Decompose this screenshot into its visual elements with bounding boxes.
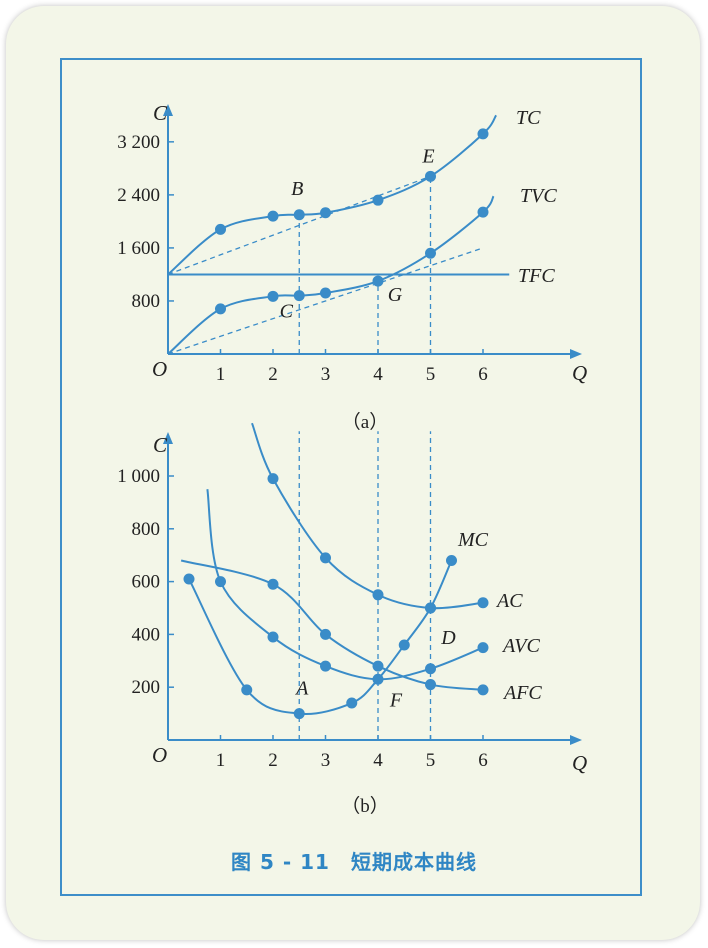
panel-b-y-tick-label: 1 000 <box>117 466 160 487</box>
panel-b-point-label-f: F <box>389 689 403 711</box>
panel-a-point-label-e: E <box>421 145 434 167</box>
panel-a-point-label-b: B <box>291 178 303 200</box>
panel-a-x-tick-label: 5 <box>426 364 436 385</box>
panel-b-ac-point <box>372 589 384 601</box>
panel-b-mc-label: MC <box>457 529 489 551</box>
panel-b-avc-point <box>425 663 436 675</box>
panel-a-tc-point <box>372 194 384 206</box>
panel-b-mc-point <box>398 639 410 651</box>
figure-card <box>6 6 700 940</box>
panel-b-x-tick-label: 3 <box>321 750 331 771</box>
panel-a-tvc-point <box>293 290 305 302</box>
panel-a-point-label-c: C <box>280 301 294 323</box>
panel-a-x-axis-label: Q <box>572 361 587 385</box>
panel-a-reference-line <box>167 247 484 355</box>
panel-a-y-tick-label: 1 600 <box>117 238 160 259</box>
panel-a-x-tick-label: 1 <box>216 364 226 385</box>
panel-a-tfc-label: TFC <box>518 265 555 287</box>
panel-a-tvc-point <box>477 206 489 218</box>
panel-b-ac-point <box>425 602 436 614</box>
panel-b-point-label-a: A <box>294 678 309 700</box>
panel-a-origin-label: O <box>152 357 167 381</box>
panel-a-tc-point <box>477 128 489 140</box>
panel-b-avc-point <box>267 631 279 643</box>
panel-b-afc-point <box>267 578 279 590</box>
panel-a-y-tick-label: 800 <box>132 291 161 312</box>
panel-b-avc-label: AVC <box>501 635 540 657</box>
panel-a-y-axis-arrow <box>163 104 173 116</box>
panel-b-afc-curve <box>180 559 484 691</box>
panel-a-tc-point <box>293 209 305 221</box>
panel-b-mc-point <box>446 554 457 566</box>
panel-a-y-tick-label: 2 400 <box>117 185 160 206</box>
panel-b-y-axis-label: C <box>153 433 168 457</box>
panel-b-x-axis-label: Q <box>572 751 587 775</box>
figure-caption: 图 5 - 11 短期成本曲线 <box>231 850 477 874</box>
panel-a-reference-line <box>167 175 431 276</box>
panel-a-tvc-point <box>215 303 226 315</box>
panel-a-tc-point <box>425 170 436 182</box>
panel-b-mc-point <box>293 708 305 720</box>
panel-b-origin-label: O <box>152 743 167 767</box>
panel-a-tvc-point <box>267 290 279 302</box>
panel-b-afc-point <box>372 660 384 672</box>
panel-b-mc-point <box>183 573 195 585</box>
panel-a-x-tick-label: 4 <box>373 364 383 385</box>
panel-b-avc-point <box>477 642 489 654</box>
panel-a-tc-point <box>320 207 331 219</box>
panel-a-label: （a） <box>342 411 388 433</box>
panel-b-avc-point <box>215 576 226 588</box>
panel-b-y-tick-label: 200 <box>132 677 161 698</box>
panel-b-x-tick-label: 6 <box>478 750 488 771</box>
panel-b-y-tick-label: 400 <box>132 624 161 645</box>
panel-b-y-tick-label: 800 <box>132 519 161 540</box>
panel-b-x-tick-label: 4 <box>373 750 383 771</box>
panel-b-ac-point <box>477 597 489 609</box>
panel-a-tc-label: TC <box>516 107 541 129</box>
panel-a-x-axis-arrow <box>570 349 582 359</box>
panel-b-mc-point <box>241 684 253 696</box>
panel-b-mc-point <box>346 697 358 709</box>
panel-a-tvc-label: TVC <box>520 185 557 207</box>
panel-b-x-tick-label: 5 <box>426 750 436 771</box>
panel-b-avc-point <box>320 660 331 672</box>
panel-a-y-tick-label: 3 200 <box>117 132 160 153</box>
panel-a-tvc-point <box>372 275 384 287</box>
panel-b-afc-label: AFC <box>502 682 542 704</box>
panel-b-x-axis-arrow <box>570 735 582 745</box>
panel-a-tvc-point <box>320 287 331 299</box>
panel-b-afc-point <box>320 628 331 640</box>
panel-b-x-tick-label: 1 <box>216 750 226 771</box>
panel-b-afc-point <box>477 684 489 696</box>
panel-a-tvc-point <box>425 247 436 259</box>
panel-a-x-tick-label: 2 <box>268 364 278 385</box>
panel-a-point-label-g: G <box>388 284 403 306</box>
panel-a-x-tick-label: 6 <box>478 364 488 385</box>
panel-b-ac-label: AC <box>495 590 523 612</box>
panel-b-afc-point <box>425 679 436 691</box>
panel-b-ac-point <box>320 552 331 564</box>
panel-b-y-axis-arrow <box>163 432 173 444</box>
panel-a-x-tick-label: 3 <box>321 364 331 385</box>
panel-a-tc-point <box>215 223 226 235</box>
panel-b-ac-point <box>267 473 279 485</box>
panel-b-label: （b） <box>341 795 389 817</box>
panel-b-x-tick-label: 2 <box>268 750 278 771</box>
panel-b-point-label-d: D <box>440 627 456 649</box>
panel-a-tc-point <box>267 210 279 222</box>
panel-b-y-tick-label: 600 <box>132 572 161 593</box>
figure-frame <box>60 58 642 896</box>
panel-b-mc-curve <box>188 560 453 716</box>
panel-a-tc-curve <box>167 114 497 276</box>
panel-a-y-axis-label: C <box>153 101 168 125</box>
panel-b-ac-curve <box>251 422 484 610</box>
